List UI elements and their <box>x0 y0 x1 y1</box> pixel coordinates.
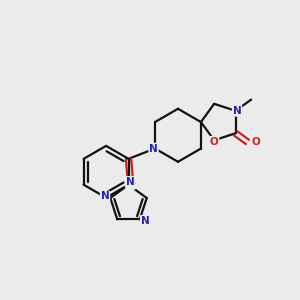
Text: O: O <box>251 137 260 147</box>
Text: N: N <box>149 143 158 154</box>
Text: N: N <box>141 216 149 226</box>
Text: O: O <box>126 179 135 189</box>
Text: O: O <box>210 137 218 147</box>
Text: N: N <box>100 191 109 202</box>
Text: N: N <box>232 106 242 116</box>
Text: N: N <box>126 177 134 187</box>
